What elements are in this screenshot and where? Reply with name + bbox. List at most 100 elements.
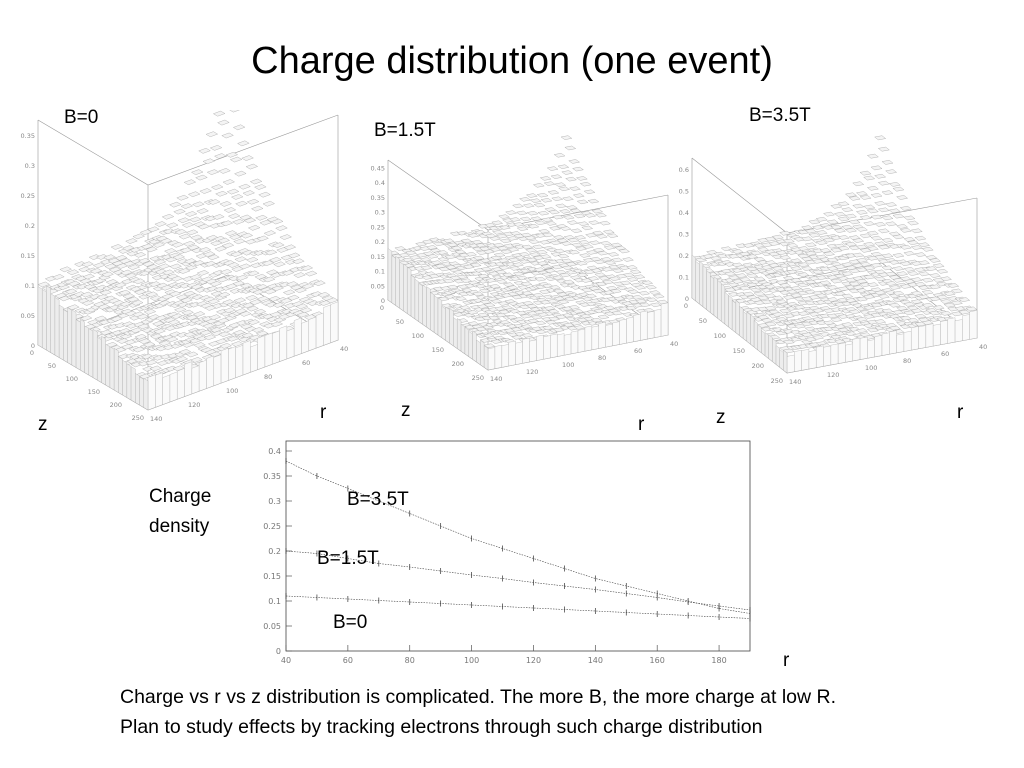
x-tick-label: 40 xyxy=(281,656,291,663)
y-tick-label: 0.35 xyxy=(263,472,281,481)
x-tick-label: 100 xyxy=(464,656,479,663)
z-tick-label: 150 xyxy=(432,346,444,354)
line-chart: 0 0.05 0.1 0.15 0.2 0.25 0.3 0.35 0.4 40 60 80 100 12… xyxy=(263,440,751,663)
z-axis-tick-label: 0.6 xyxy=(679,166,689,174)
y-axis-label: Charge density xyxy=(149,486,212,537)
z-axis-tick-label: 0.25 xyxy=(371,223,385,231)
x-tick-label: 80 xyxy=(405,656,415,663)
surface-plot-3: 0 0.1 0.2 0.3 0.4 0.5 0.6 0 50 100 150 200 250 140 120… xyxy=(679,135,987,386)
z-axis-tick-label: 0.4 xyxy=(679,209,689,217)
plot-frame xyxy=(285,440,751,652)
z-axis-tick-label: 0.45 xyxy=(371,164,385,172)
surface-plot-2: 0 0.05 0.1 0.15 0.2 0.25 0.3 0.35 0.4 0.45 0 50 100 1… xyxy=(371,135,678,383)
z-axis-tick-label: 0 xyxy=(685,295,689,303)
y-tick-label: 0.4 xyxy=(268,447,281,456)
r-tick-label: 100 xyxy=(562,361,574,369)
r-tick-label: 80 xyxy=(903,357,911,365)
surface-plot-1-z-label: z xyxy=(38,414,48,435)
z-axis-tick-label: 0.3 xyxy=(375,209,385,217)
z-axis-tick-label: 0 xyxy=(31,342,35,350)
z-tick-label: 0 xyxy=(380,304,384,312)
r-tick-label: 80 xyxy=(598,354,606,362)
z-axis-tick-label: 0.2 xyxy=(375,238,385,246)
r-tick-label: 60 xyxy=(941,350,949,358)
z-tick-label: 0 xyxy=(30,349,34,357)
x-tick-label: 60 xyxy=(343,656,353,663)
z-tick-label: 50 xyxy=(396,318,404,326)
z-axis-tick-label: 0.05 xyxy=(371,282,385,290)
series-line-1 xyxy=(285,550,751,611)
z-tick-label: 200 xyxy=(110,401,122,409)
z-axis-tick-label: 0.3 xyxy=(25,162,35,170)
z-tick-label: 0 xyxy=(684,302,688,310)
y-tick-label: 0.25 xyxy=(263,522,281,531)
z-tick-label: 250 xyxy=(771,377,783,385)
slide-title: Charge distribution (one event) xyxy=(251,40,773,82)
series-label-b35: B=3.5T xyxy=(347,489,409,510)
z-axis-tick-label: 0.05 xyxy=(21,312,35,320)
z-axis-tick-label: 0.1 xyxy=(679,273,689,281)
z-tick-label: 50 xyxy=(48,362,56,370)
y-tick-label: 0.15 xyxy=(263,572,281,581)
y-tick-label: 0.05 xyxy=(263,622,281,631)
z-tick-label: 100 xyxy=(66,375,78,383)
x-tick-label: 160 xyxy=(650,656,665,663)
z-axis-tick-label: 0 xyxy=(381,297,385,305)
z-tick-label: 100 xyxy=(412,332,424,340)
r-tick-label: 140 xyxy=(789,378,801,386)
z-tick-label: 50 xyxy=(699,317,707,325)
r-tick-label: 120 xyxy=(188,401,200,409)
r-tick-label: 60 xyxy=(302,359,310,367)
y-tick-label: 0.2 xyxy=(268,547,281,556)
surface-plot-3-z-label: z xyxy=(716,407,726,428)
surface-walls xyxy=(387,248,669,371)
r-tick-label: 140 xyxy=(490,375,502,383)
z-axis-tick-label: 0.2 xyxy=(25,222,35,230)
z-axis-tick-label: 0.2 xyxy=(679,252,689,260)
r-tick-label: 100 xyxy=(865,364,877,372)
z-tick-label: 250 xyxy=(472,374,484,382)
z-tick-label: 150 xyxy=(733,347,745,355)
r-tick-label: 40 xyxy=(340,345,348,353)
r-tick-label: 40 xyxy=(670,340,678,348)
surface-plot-3-r-label: r xyxy=(957,402,964,423)
z-axis-tick-label: 0.1 xyxy=(375,268,385,276)
surface-cells xyxy=(37,110,339,385)
caption: Charge vs r vs z distribution is complic… xyxy=(120,682,836,742)
r-tick-label: 120 xyxy=(526,368,538,376)
x-axis-label: r xyxy=(783,650,790,671)
y-tick-label: 0.1 xyxy=(268,597,281,606)
x-tick-label: 180 xyxy=(711,656,726,663)
y-tick-label: 0.3 xyxy=(268,497,281,506)
z-axis-tick-label: 0.35 xyxy=(371,194,385,202)
surface-axes: 0 0.05 0.1 0.15 0.2 0.25 0.3 0.35 0.4 0.45 0 50 100 1… xyxy=(371,159,678,383)
surface-plot-2-z-label: z xyxy=(401,400,411,421)
z-axis-tick-label: 0.35 xyxy=(21,132,35,140)
x-tick-label: 140 xyxy=(588,656,603,663)
series-line-0 xyxy=(285,460,751,614)
z-axis-tick-label: 0.25 xyxy=(21,192,35,200)
z-tick-label: 200 xyxy=(452,360,464,368)
surface-plot-2-r-label: r xyxy=(638,414,645,435)
z-axis-tick-label: 0.3 xyxy=(679,230,689,238)
y-tick-label: 0 xyxy=(276,647,281,656)
series-label-b0: B=0 xyxy=(333,612,368,633)
z-axis-tick-label: 0.1 xyxy=(25,282,35,290)
surface-plot-2-label: B=1.5T xyxy=(374,120,436,141)
series-line-2 xyxy=(285,595,751,619)
z-axis-tick-label: 0.15 xyxy=(21,252,35,260)
surface-walls xyxy=(37,285,339,411)
r-tick-label: 80 xyxy=(264,373,272,381)
caption-line-2: Plan to study effects by tracking electr… xyxy=(120,716,763,738)
z-tick-label: 200 xyxy=(752,362,764,370)
z-tick-label: 250 xyxy=(132,414,144,422)
series-label-b15: B=1.5T xyxy=(317,548,379,569)
surface-plot-1-r-label: r xyxy=(320,402,327,423)
z-axis-tick-label: 0.5 xyxy=(679,187,689,195)
z-axis-tick-label: 0.15 xyxy=(371,253,385,261)
caption-line-1: Charge vs r vs z distribution is complic… xyxy=(120,686,837,708)
z-tick-label: 150 xyxy=(88,388,100,396)
r-tick-label: 40 xyxy=(979,343,987,351)
r-tick-label: 140 xyxy=(150,415,162,423)
r-tick-label: 60 xyxy=(634,347,642,355)
